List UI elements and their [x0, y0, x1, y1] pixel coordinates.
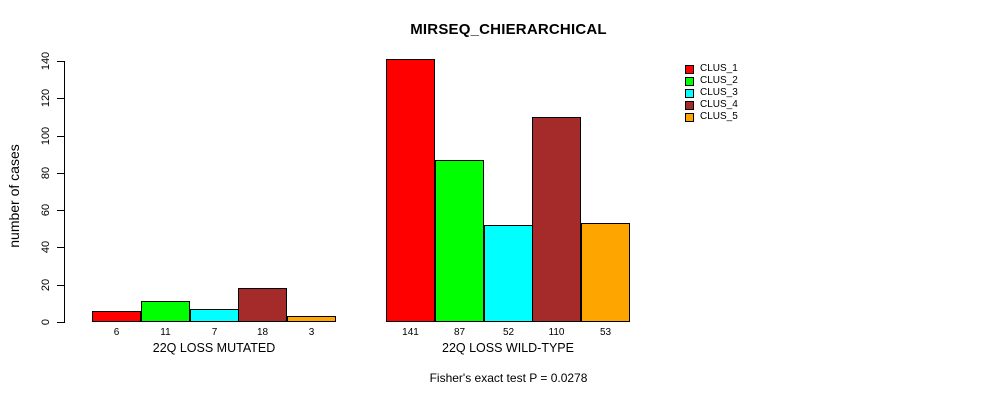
chart-title: MIRSEQ_CHIERARCHICAL	[410, 21, 607, 38]
bar-clus_5	[581, 223, 630, 322]
legend-item-label: CLUS_3	[700, 87, 738, 98]
bar-clus_1	[386, 59, 435, 322]
bar-clus_4	[532, 117, 581, 322]
bar-value-label: 7	[211, 327, 218, 338]
y-axis-tick	[57, 322, 64, 323]
y-axis-tick-label: 20	[40, 278, 52, 292]
legend-item: CLUS_4	[685, 99, 738, 111]
y-axis-tick-label: 60	[40, 203, 52, 217]
legend-item: CLUS_1	[685, 63, 738, 75]
bar-clus_5	[287, 316, 336, 322]
bar-value-label: 110	[548, 327, 565, 338]
y-axis-tick-label: 120	[40, 88, 52, 108]
y-axis-tick	[57, 210, 64, 211]
legend-item: CLUS_3	[685, 87, 738, 99]
y-axis-tick-label: 80	[40, 166, 52, 180]
y-axis-tick	[57, 136, 64, 137]
bar-clus_2	[435, 160, 484, 322]
category-label: 22Q LOSS MUTATED	[152, 341, 276, 355]
legend-swatch-icon	[685, 88, 694, 98]
bar-value-label: 6	[113, 327, 120, 338]
legend-swatch-icon	[685, 100, 694, 110]
y-axis-line	[64, 61, 65, 323]
bar-clus_3	[190, 309, 239, 322]
bar-clus_4	[238, 288, 287, 322]
y-axis-tick-label: 100	[40, 126, 52, 146]
y-axis-tick	[57, 61, 64, 62]
legend-item: CLUS_2	[685, 75, 738, 87]
legend-swatch-icon	[685, 112, 694, 122]
bar-value-label: 87	[453, 327, 466, 338]
annotation-text: Fisher's exact test P = 0.0278	[429, 371, 588, 385]
y-axis-tick	[57, 285, 64, 286]
bar-value-label: 53	[599, 327, 612, 338]
y-axis-tick	[57, 247, 64, 248]
legend-item: CLUS_5	[685, 111, 738, 123]
y-axis-tick-label: 40	[40, 240, 52, 254]
category-label: 22Q LOSS WILD-TYPE	[442, 341, 574, 355]
legend-swatch-icon	[685, 76, 694, 86]
bar-clus_3	[484, 225, 533, 322]
bar-value-label: 11	[160, 327, 171, 338]
legend-item-label: CLUS_5	[700, 111, 738, 122]
y-axis-tick	[57, 98, 64, 99]
legend-item-label: CLUS_2	[700, 75, 738, 86]
legend-item-label: CLUS_1	[700, 63, 738, 74]
bar-value-label: 52	[502, 327, 515, 338]
legend-item-label: CLUS_4	[700, 99, 738, 110]
legend-swatch-icon	[685, 64, 694, 74]
bar-value-label: 3	[308, 327, 315, 338]
y-axis-tick-label: 0	[40, 318, 52, 326]
bar-value-label: 141	[402, 327, 419, 338]
bar-clus_1	[92, 311, 141, 322]
y-axis-title: number of cases	[6, 144, 22, 248]
bar-value-label: 18	[256, 327, 269, 338]
bar-clus_2	[141, 301, 190, 322]
y-axis-tick-label: 140	[40, 51, 52, 71]
y-axis-tick	[57, 173, 64, 174]
